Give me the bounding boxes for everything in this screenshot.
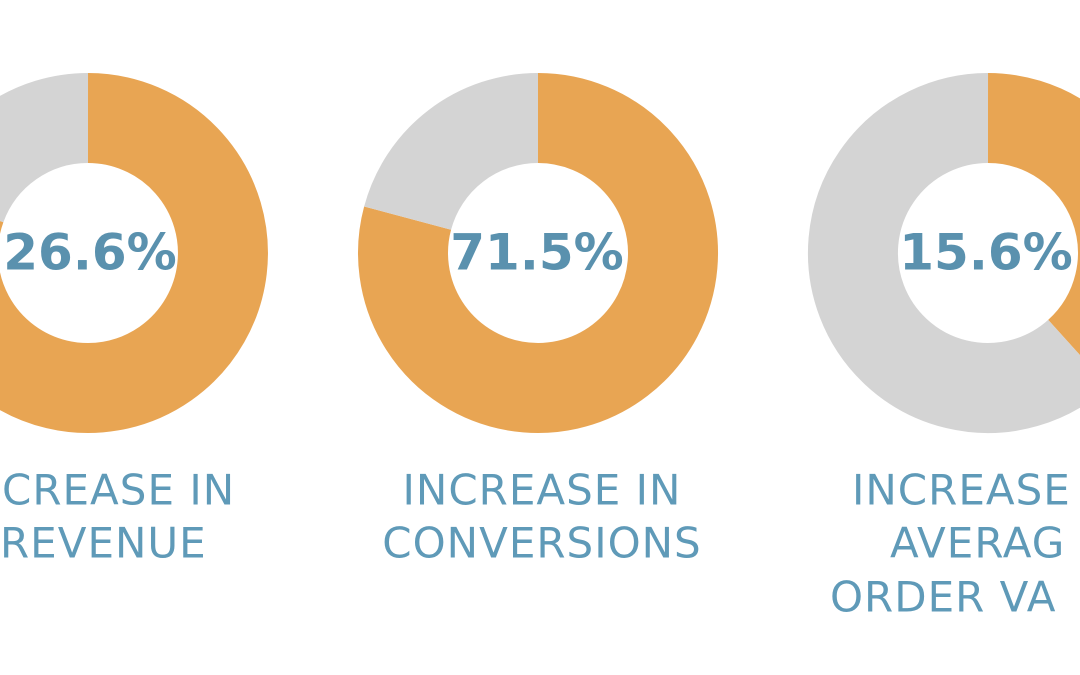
stat-label: INCREASE bbox=[852, 466, 1071, 515]
stat-figure: 71.5% bbox=[450, 224, 623, 282]
donut-arc bbox=[807, 73, 1080, 433]
donut-arc bbox=[364, 73, 540, 232]
donut-arc bbox=[0, 73, 268, 433]
stat-figure: 15.6% bbox=[899, 224, 1072, 282]
stat-label: CREASE IN bbox=[2, 466, 235, 515]
stat-label: INCREASE IN bbox=[403, 466, 682, 515]
stat-label: CONVERSIONS bbox=[382, 519, 701, 568]
donut-arc bbox=[0, 73, 90, 224]
stat-label: REVENUE bbox=[0, 519, 207, 568]
stat-figure: 26.6% bbox=[3, 224, 176, 282]
stat-label: ORDER VA bbox=[830, 573, 1056, 622]
donut-arc bbox=[358, 73, 718, 433]
donut-arc bbox=[986, 73, 1080, 356]
stat-label: AVERAG bbox=[890, 519, 1065, 568]
